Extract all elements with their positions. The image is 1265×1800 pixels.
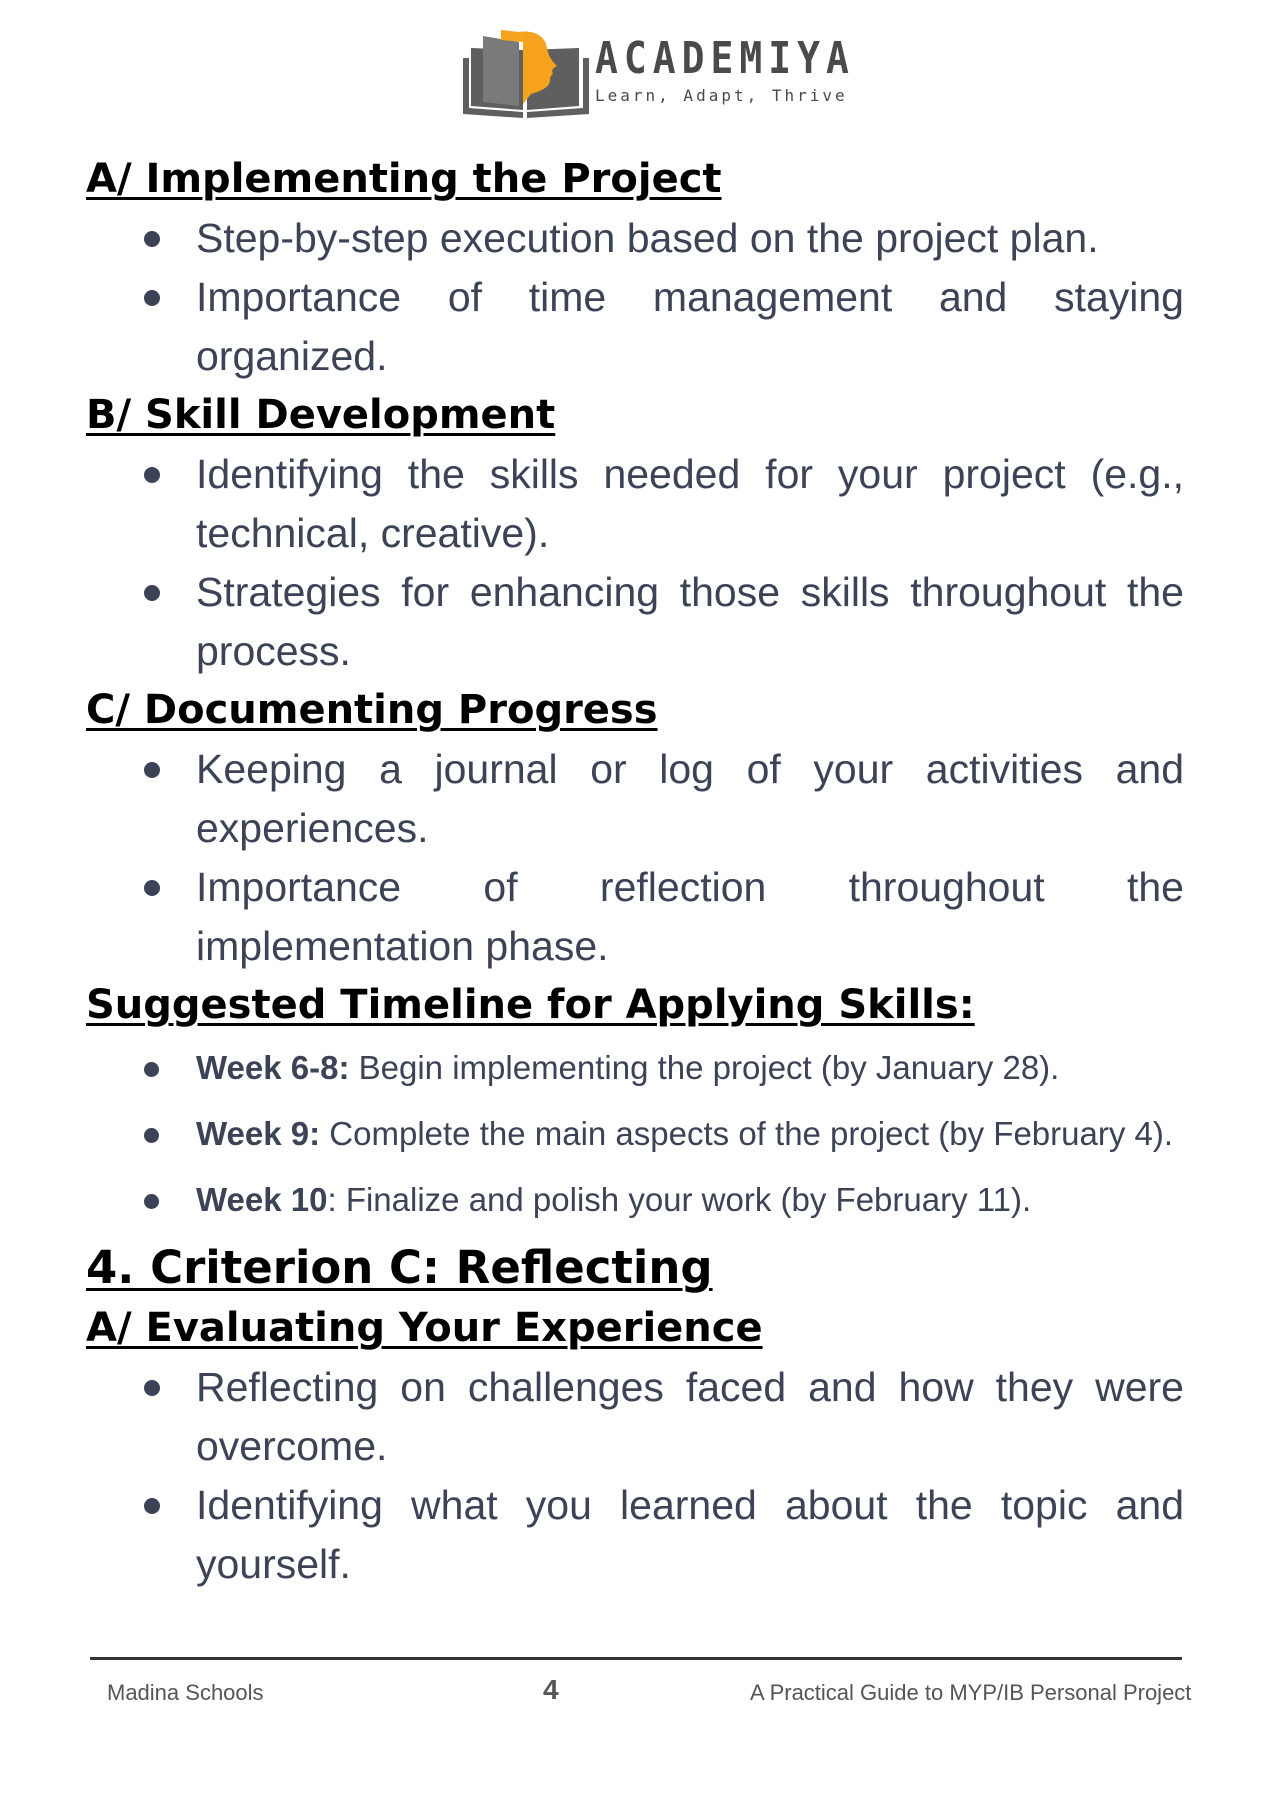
bullet-list-skill-development: Identifying the skills needed for your p… [86, 445, 1184, 681]
list-item: Step-by-step execution based on the proj… [86, 209, 1184, 268]
timeline-week-label: Week 9: [196, 1115, 321, 1152]
timeline-heading: Suggested Timeline for Applying Skills: [86, 982, 975, 1028]
list-item: Keeping a journal or log of your activit… [86, 740, 1184, 858]
academiya-logo: ACADEMIYA Learn, Adapt, Thrive [461, 28, 849, 118]
list-item: Importance of time management and stayin… [86, 268, 1184, 386]
timeline-week-label: Week 6-8: [196, 1049, 350, 1086]
footer-divider [90, 1657, 1182, 1660]
section-heading-evaluating: A/ Evaluating Your Experience [86, 1305, 763, 1351]
bullet-list-documenting-progress: Keeping a journal or log of your activit… [86, 740, 1184, 976]
bullet-list-implementing: Step-by-step execution based on the proj… [86, 209, 1184, 386]
open-book-icon [463, 30, 589, 118]
bullet-list-evaluating: Reflecting on challenges faced and how t… [86, 1358, 1184, 1594]
footer-school-name: Madina Schools [107, 1680, 264, 1705]
timeline-item: Week 9: Complete the main aspects of the… [86, 1101, 1184, 1167]
brand-name: ACADEMIYA [595, 32, 855, 84]
page-content: A/ Implementing the Project Step-by-step… [86, 150, 1184, 1594]
section-heading-implementing: A/ Implementing the Project [86, 156, 722, 202]
list-item: Reflecting on challenges faced and how t… [86, 1358, 1184, 1476]
criterion-heading: 4. Criterion C: Reflecting [86, 1241, 713, 1294]
list-item: Strategies for enhancing those skills th… [86, 563, 1184, 681]
section-heading-skill-development: B/ Skill Development [86, 392, 556, 438]
timeline-item-text: Begin implementing the project (by Janua… [349, 1049, 1060, 1086]
timeline-list: Week 6-8: Begin implementing the project… [86, 1035, 1184, 1233]
footer-guide-title: A Practical Guide to MYP/IB Personal Pro… [750, 1680, 1192, 1705]
timeline-week-label: Week 10 [196, 1181, 328, 1218]
timeline-item: Week 10: Finalize and polish your work (… [86, 1167, 1184, 1233]
brand-tagline: Learn, Adapt, Thrive [595, 86, 848, 105]
list-item: Identifying the skills needed for your p… [86, 445, 1184, 563]
list-item: Identifying what you learned about the t… [86, 1476, 1184, 1594]
section-heading-documenting-progress: C/ Documenting Progress [86, 687, 658, 733]
page-number: 4 [543, 1674, 559, 1705]
timeline-item-text: Complete the main aspects of the project… [320, 1115, 1174, 1152]
list-item: Importance of reflection throughout the … [86, 858, 1184, 976]
timeline-item: Week 6-8: Begin implementing the project… [86, 1035, 1184, 1101]
timeline-item-text: : Finalize and polish your work (by Febr… [327, 1181, 1032, 1218]
